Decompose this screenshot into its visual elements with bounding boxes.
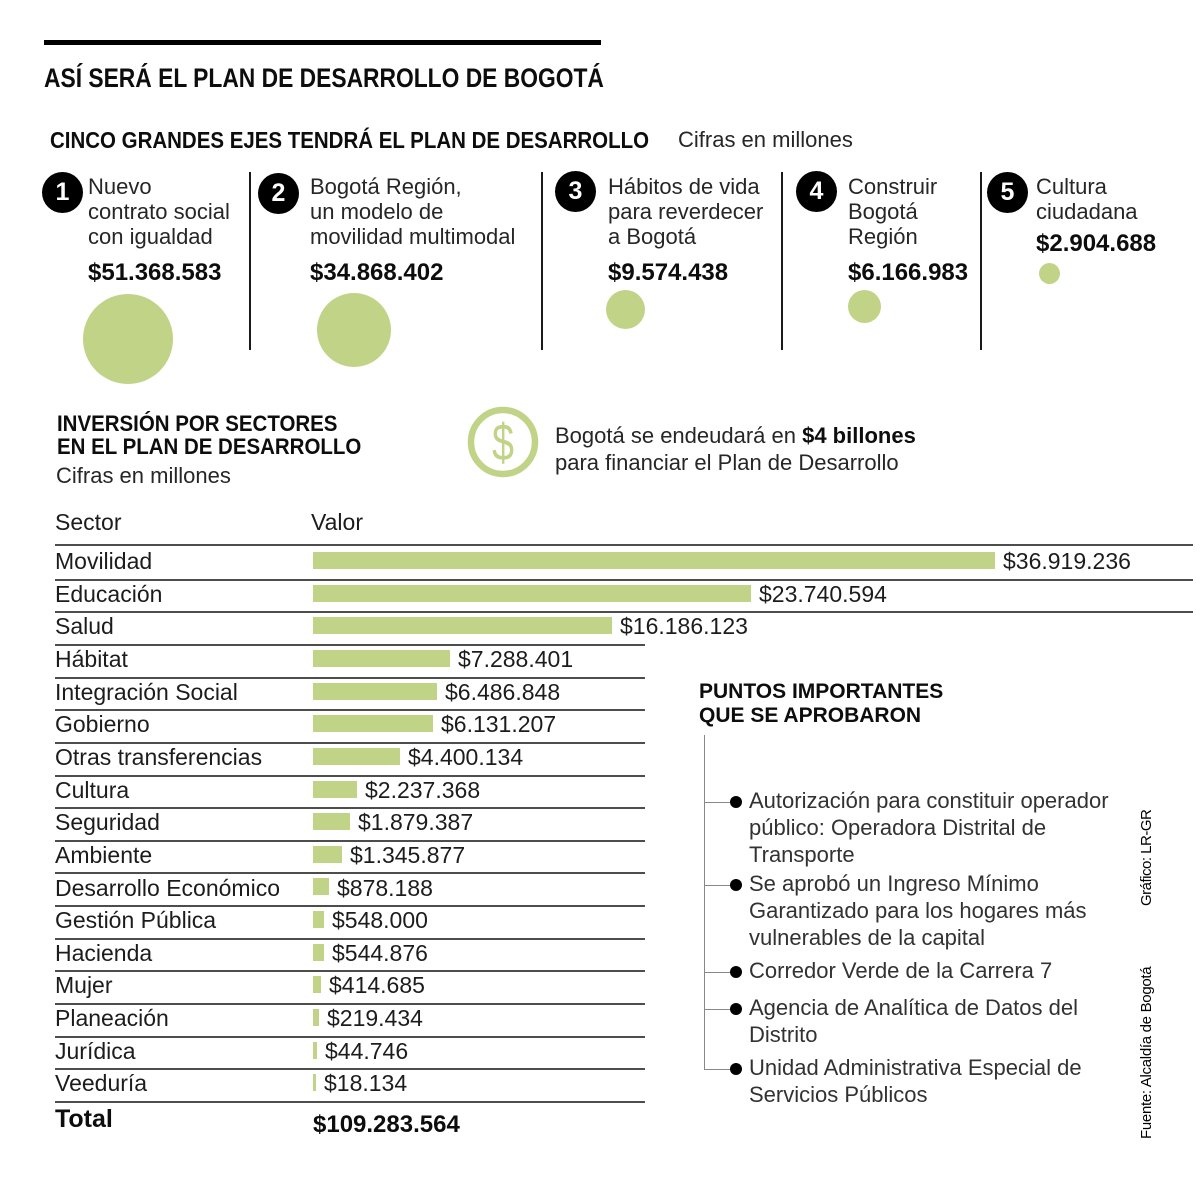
svg-text:$: $ (492, 413, 514, 472)
